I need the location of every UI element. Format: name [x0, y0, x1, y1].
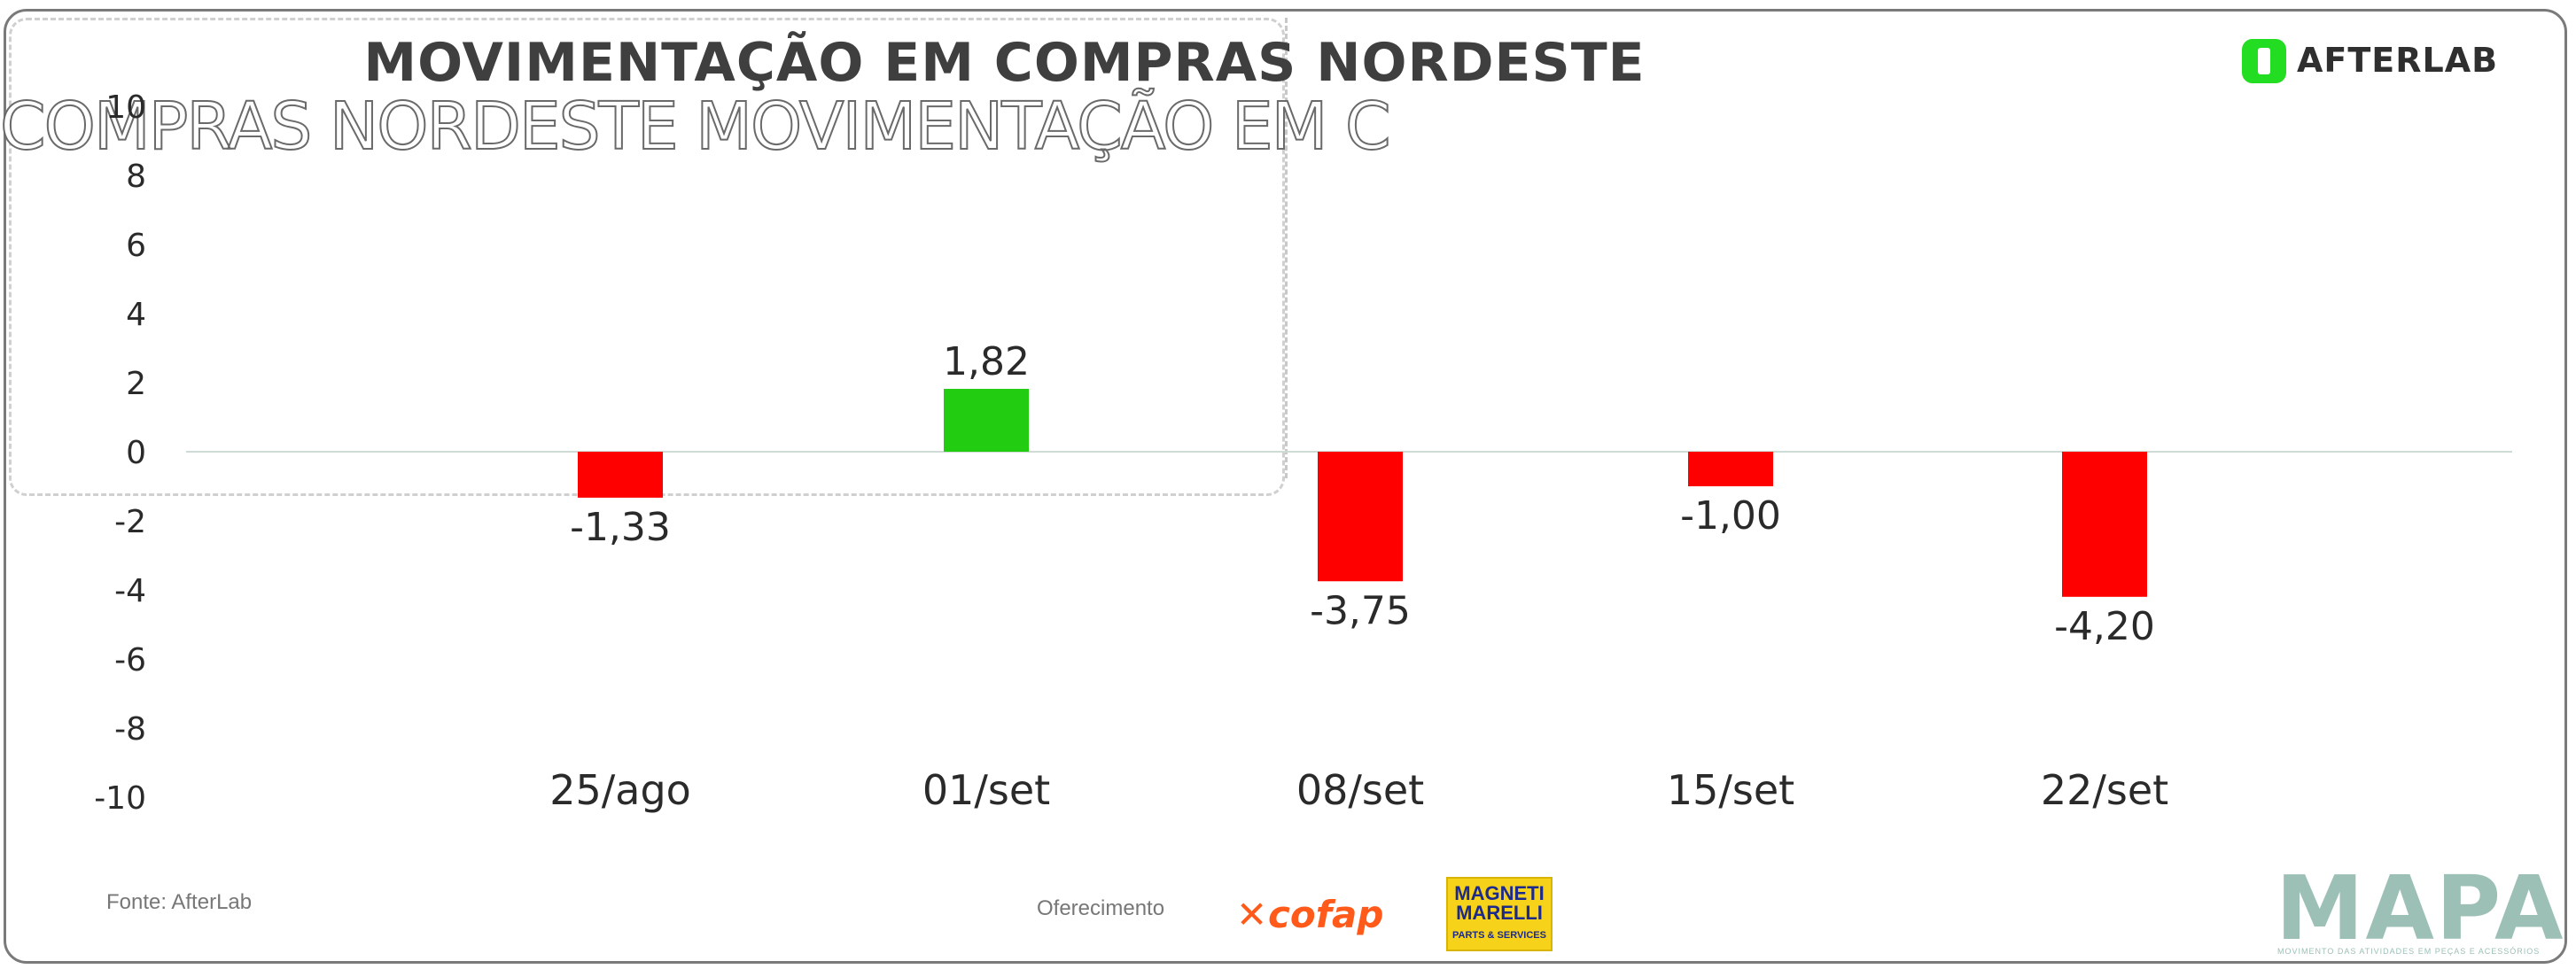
mapa-tagline: MOVIMENTO DAS ATIVIDADES EM PEÇAS E ACES… — [2277, 947, 2541, 956]
afterlab-logo: AFTERLAB — [2242, 34, 2508, 87]
y-tick-label: 2 — [126, 366, 146, 402]
afterlab-mark-icon — [2242, 39, 2286, 83]
bar — [1318, 452, 1403, 582]
x-category-label: 01/set — [922, 766, 1050, 814]
x-category-label: 22/set — [2041, 766, 2168, 814]
chart-title: MOVIMENTAÇÃO EM COMPRAS NORDESTE — [0, 32, 2576, 94]
bar — [944, 389, 1029, 452]
magneti-marelli-wordmark: MAGNETI MARELLI — [1454, 882, 1545, 924]
y-tick-label: 4 — [126, 297, 146, 333]
y-tick-label: 6 — [126, 228, 146, 264]
mapa-logo: MAPA MOVIMENTO DAS ATIVIDADES EM PEÇAS E… — [2276, 857, 2563, 961]
y-tick-label: 0 — [126, 435, 146, 471]
sponsor-note: Oferecimento — [1037, 896, 1165, 920]
data-label: -4,20 — [2054, 604, 2155, 649]
afterlab-wordmark: AFTERLAB — [2297, 41, 2499, 80]
mapa-wordmark: MAPA — [2276, 857, 2565, 960]
bar — [2062, 452, 2147, 597]
data-label: 1,82 — [943, 339, 1030, 384]
magneti-marelli-subtitle: PARTS & SERVICES — [1452, 930, 1546, 941]
data-label: -1,00 — [1680, 493, 1781, 539]
x-category-label: 15/set — [1667, 766, 1794, 814]
ghost-title: COMPRAS NORDESTE MOVIMENTAÇÃO EM C — [0, 88, 1392, 166]
y-tick-label: -4 — [114, 573, 146, 609]
y-tick-label: -8 — [114, 711, 146, 748]
bar — [578, 452, 663, 498]
ghost-divider — [1285, 18, 1288, 478]
bar — [1688, 452, 1773, 486]
x-category-label: 08/set — [1296, 766, 1424, 814]
x-category-label: 25/ago — [549, 766, 691, 814]
source-note: Fonte: AfterLab — [106, 890, 253, 914]
cofap-logo: ✕ cofap — [1236, 888, 1413, 936]
y-tick-label: 8 — [126, 159, 146, 195]
y-tick-label: -6 — [114, 642, 146, 678]
data-label: -1,33 — [570, 505, 671, 550]
magneti-marelli-logo: MAGNETI MARELLI PARTS & SERVICES — [1446, 877, 1553, 951]
data-label: -3,75 — [1310, 588, 1411, 633]
chart-title-text: MOVIMENTAÇÃO EM COMPRAS NORDESTE — [363, 32, 1646, 94]
y-tick-label: -10 — [94, 780, 146, 817]
cofap-x-icon: ✕ — [1236, 893, 1268, 936]
y-tick-label: -2 — [114, 504, 146, 540]
cofap-wordmark: cofap — [1268, 893, 1384, 936]
y-tick-label: 10 — [105, 89, 146, 126]
